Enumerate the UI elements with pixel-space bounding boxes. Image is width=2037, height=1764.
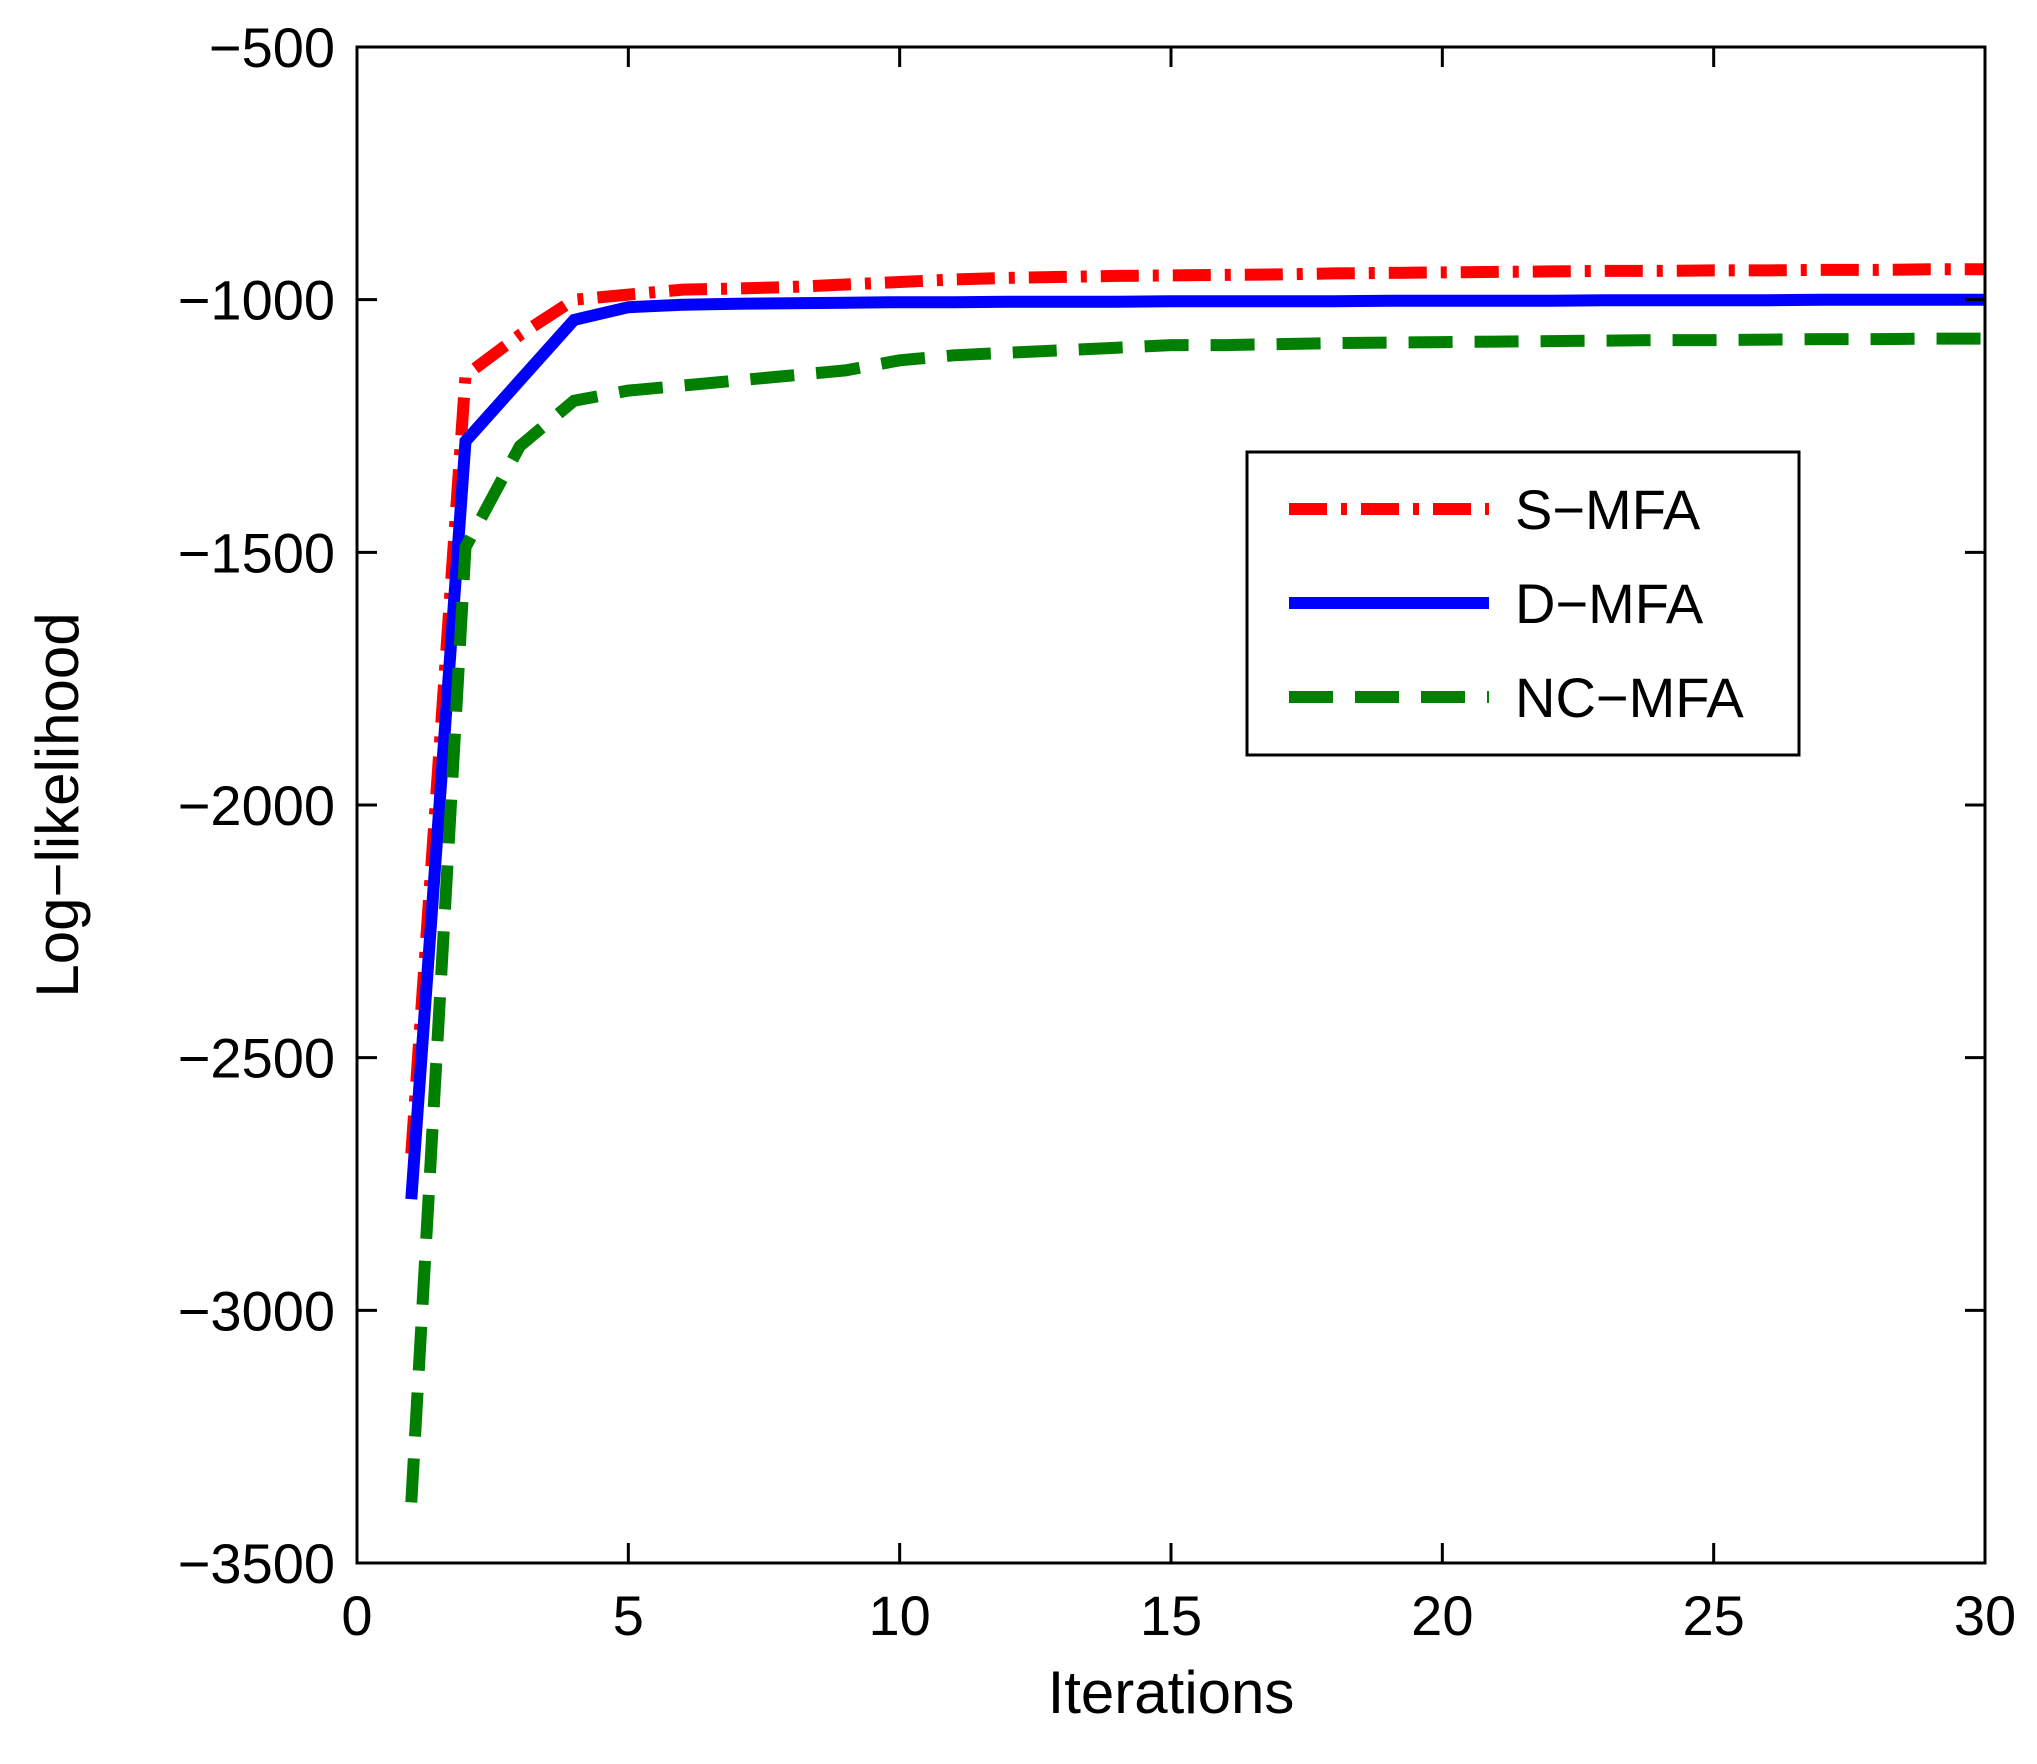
y-tick-label: −3500 bbox=[178, 1532, 335, 1595]
x-tick-label: 5 bbox=[613, 1584, 644, 1647]
legend-label-3: NC−MFA bbox=[1515, 666, 1744, 729]
x-tick-label: 0 bbox=[341, 1584, 372, 1647]
x-tick-label: 10 bbox=[869, 1584, 931, 1647]
x-tick-label: 30 bbox=[1954, 1584, 2016, 1647]
series-line-1 bbox=[405, 263, 1985, 1155]
y-tick-label: −3000 bbox=[178, 1279, 335, 1342]
legend-label-2: D−MFA bbox=[1515, 572, 1704, 635]
y-tick-label: −1000 bbox=[178, 269, 335, 332]
x-tick-label: 20 bbox=[1411, 1584, 1473, 1647]
plot-lines bbox=[405, 263, 1985, 1503]
y-tick-label: −2000 bbox=[178, 774, 335, 837]
legend: S−MFA D−MFA NC−MFA bbox=[1245, 450, 1801, 757]
y-tick-label: −1500 bbox=[178, 521, 335, 584]
x-axis-label: Iterations bbox=[1048, 1659, 1295, 1726]
x-tick-label: 15 bbox=[1140, 1584, 1202, 1647]
legend-label-1: S−MFA bbox=[1515, 478, 1701, 541]
y-tick-label: −2500 bbox=[178, 1027, 335, 1090]
ticks: 0 5 10 15 20 25 30 −3500 −3000 −2500 −2000 −1500 −10… bbox=[178, 16, 2016, 1647]
x-tick-label: 25 bbox=[1683, 1584, 1745, 1647]
y-axis-label: Log−likelihood bbox=[24, 612, 91, 997]
series-line-2 bbox=[405, 293, 1985, 1200]
y-tick-label: −500 bbox=[209, 16, 335, 79]
